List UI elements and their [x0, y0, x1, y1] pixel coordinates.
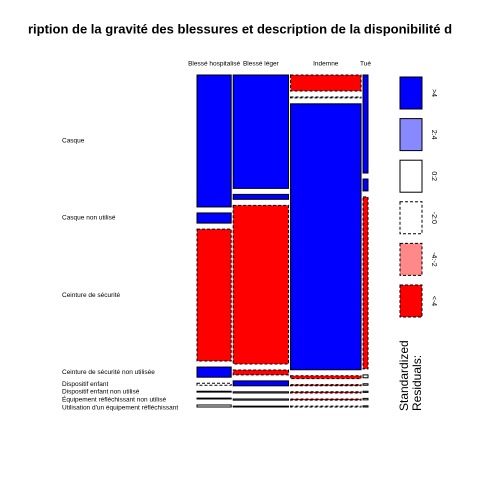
legend-swatch [399, 118, 423, 152]
row-label: Ceinture de sécurité non utilisée [62, 369, 155, 376]
mosaic-cell [362, 196, 369, 370]
mosaic-cell [196, 404, 232, 408]
mosaic-cell [362, 74, 369, 174]
row-label: Équipement réfléchissant non utilisé [62, 395, 166, 404]
row-label: Dispositif enfant non utilisé [62, 389, 140, 396]
mosaic-cell [232, 391, 290, 394]
legend-label: >4 [430, 89, 437, 97]
mosaic-cell [290, 398, 362, 401]
chart-title: ription de la gravité des blessures et d… [28, 21, 452, 36]
mosaic-cell [232, 204, 290, 365]
mosaic-cell [196, 228, 232, 362]
legend-title: Standardized [397, 340, 411, 411]
mosaic-cell [196, 212, 232, 224]
legend-swatch [399, 76, 423, 110]
mosaic-cell [196, 382, 232, 386]
row-label: Casque non utilisé [62, 215, 116, 222]
mosaic-cell [232, 405, 290, 408]
row-label: Casque [62, 138, 85, 145]
mosaic-cell [290, 74, 362, 92]
legend-label: -2:0 [430, 212, 437, 224]
legend-label: <-4 [430, 296, 437, 306]
mosaic-cell [196, 390, 232, 393]
mosaic-cell [290, 96, 362, 99]
legend-swatch [399, 201, 423, 235]
row-label: Ceinture de sécurité [62, 292, 121, 299]
mosaic-cell [362, 383, 369, 386]
mosaic-cell [232, 193, 290, 200]
legend-swatch [399, 159, 423, 193]
column-label: Blessé hospitalisé [188, 61, 240, 68]
mosaic-cell [232, 369, 290, 376]
row-label: Dispositif enfant [62, 381, 108, 388]
mosaic-cell [362, 405, 369, 408]
mosaic-cell [232, 380, 290, 387]
column-label: Indemne [313, 61, 339, 68]
mosaic-cell [290, 391, 362, 394]
mosaic-cell [362, 178, 369, 192]
mosaic-cell [290, 103, 362, 371]
mosaic-cell [232, 74, 290, 189]
mosaic-cell [290, 405, 362, 408]
mosaic-cell [290, 384, 362, 387]
mosaic-cell [362, 374, 369, 379]
mosaic-cell [232, 398, 290, 401]
mosaic-cell [196, 74, 232, 208]
legend-label: 0:2 [430, 171, 437, 181]
mosaic-cell [196, 397, 232, 400]
mosaic-cell [196, 366, 232, 378]
legend-swatch [399, 242, 423, 276]
mosaic-cell [362, 397, 369, 401]
legend-label: 2:4 [430, 130, 437, 140]
mosaic-cell [362, 390, 369, 393]
column-label: Tué [360, 61, 371, 68]
row-label: Utilisation d'un équipement réfléchissan… [62, 404, 178, 411]
legend-swatch [399, 284, 423, 318]
legend-title: Residuals: [410, 355, 424, 411]
column-label: Blessé léger [243, 61, 280, 68]
legend-label: -4:-2 [430, 252, 437, 267]
mosaic-cell [290, 375, 362, 380]
